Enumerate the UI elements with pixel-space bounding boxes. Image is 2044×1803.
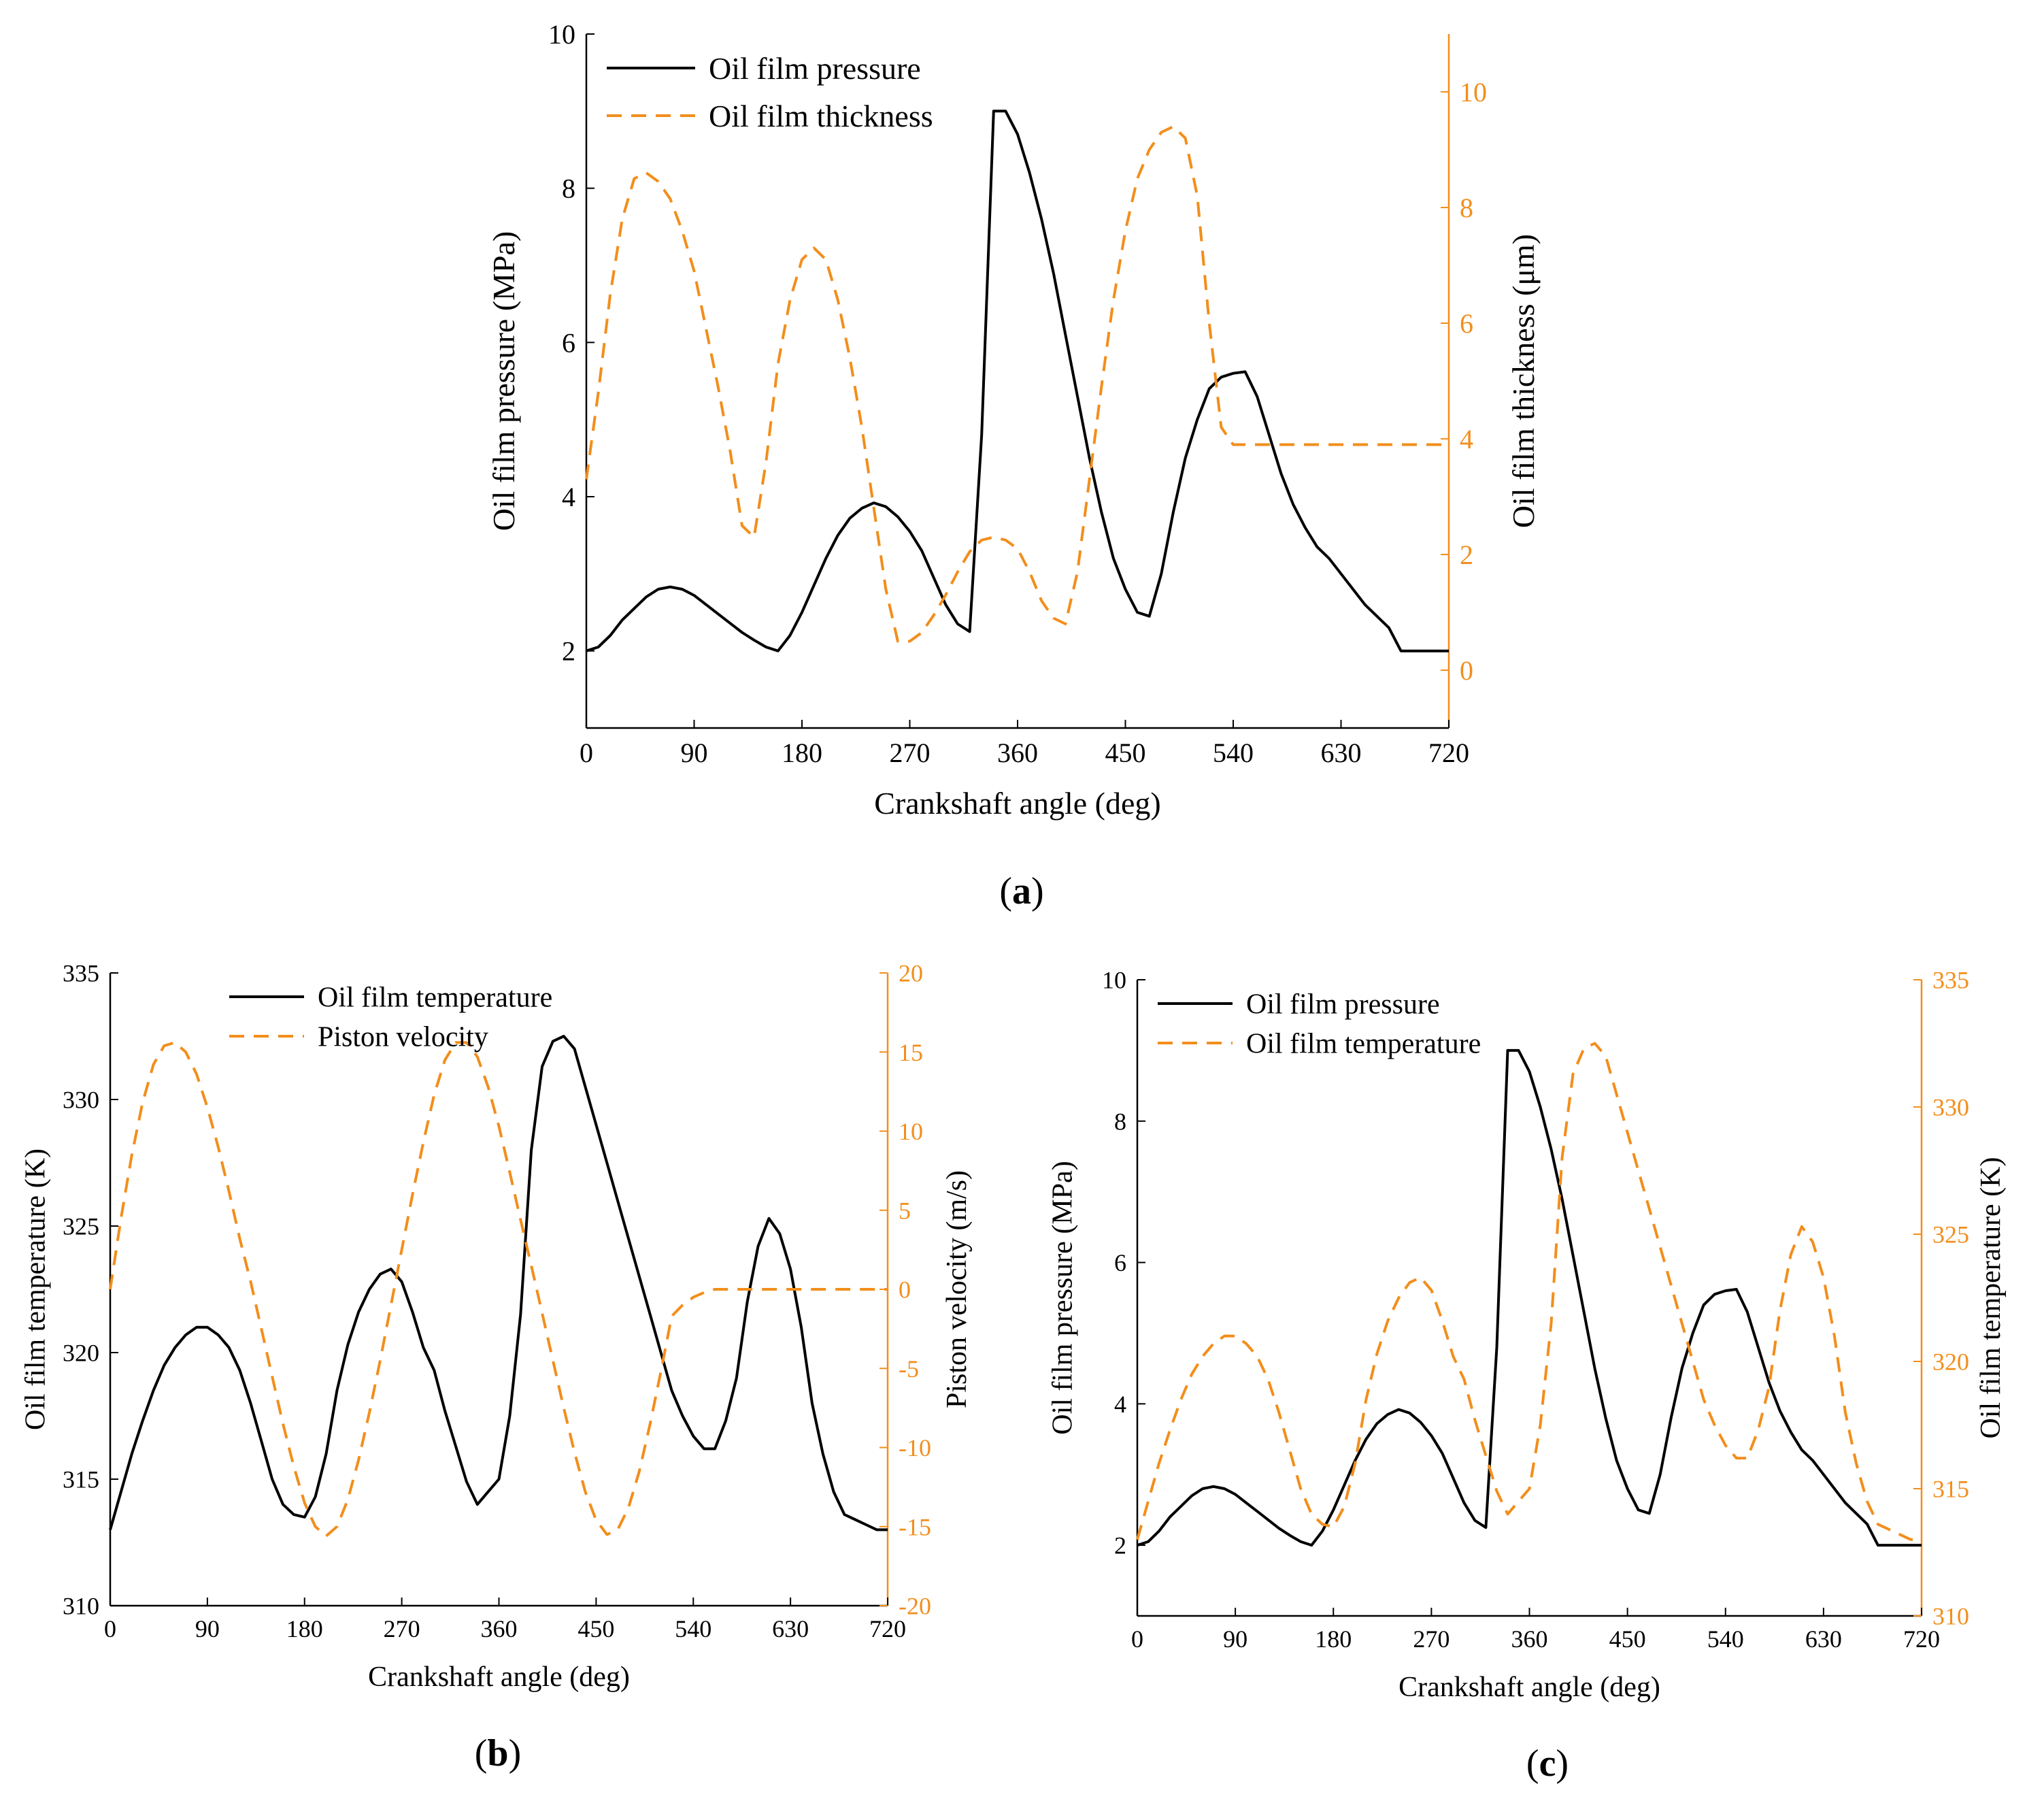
x-tick-label: 630 <box>772 1615 809 1642</box>
y2-tick-label: 10 <box>1460 77 1487 107</box>
y2-tick-label: -15 <box>899 1513 931 1540</box>
y2-tick-label: 320 <box>1932 1349 1969 1376</box>
legend-label: Oil film thickness <box>709 99 933 133</box>
y-tick-label: 2 <box>1114 1532 1126 1559</box>
y2-axis-label: Piston velocity (m/s) <box>941 1170 973 1408</box>
x-tick-label: 0 <box>580 738 593 768</box>
x-tick-label: 450 <box>1105 738 1146 768</box>
y-tick-label: 335 <box>63 960 99 987</box>
x-tick-label: 180 <box>1315 1625 1352 1653</box>
x-tick-label: 540 <box>675 1615 711 1642</box>
y-tick-label: 330 <box>63 1087 99 1114</box>
y2-tick-label: 15 <box>899 1039 923 1066</box>
x-tick-label: 180 <box>782 738 822 768</box>
y2-tick-label: 325 <box>1932 1221 1969 1248</box>
x-tick-label: 270 <box>890 738 931 768</box>
x-tick-label: 630 <box>1805 1625 1842 1653</box>
y-tick-label: 6 <box>1114 1249 1126 1276</box>
y-tick-label: 320 <box>63 1340 99 1367</box>
panel-label: (c) <box>1526 1742 1569 1785</box>
y2-tick-label: 4 <box>1460 424 1473 454</box>
panel-label: (b) <box>475 1732 521 1774</box>
y-tick-label: 8 <box>1114 1108 1126 1135</box>
series-line-primary <box>1137 1048 1922 1547</box>
y2-tick-label: 6 <box>1460 308 1473 339</box>
x-tick-label: 0 <box>104 1615 116 1642</box>
x-tick-label: 720 <box>1428 738 1469 768</box>
x-tick-label: 720 <box>1903 1625 1940 1653</box>
y2-tick-label: 20 <box>899 960 923 987</box>
chart-panel-a: 0 90 180 270 360 450 540 630 720 2 4 6 8 10 0 2 4 6 8 10 Cra… <box>486 19 1541 912</box>
y-tick-label: 4 <box>1114 1391 1126 1418</box>
legend-label: Oil film pressure <box>709 51 921 86</box>
y2-tick-label: -10 <box>899 1434 931 1461</box>
x-tick-label: 450 <box>1609 1625 1646 1653</box>
y-tick-label: 4 <box>562 482 575 512</box>
x-axis-label: Crankshaft angle (deg) <box>1398 1672 1660 1703</box>
y2-axis-label: Oil film temperature (K) <box>1975 1157 2007 1438</box>
series-line-secondary <box>109 1041 888 1538</box>
x-tick-label: 0 <box>1131 1625 1143 1653</box>
y2-tick-label: 330 <box>1932 1094 1969 1121</box>
series-line-primary <box>586 110 1449 652</box>
y-tick-label: 310 <box>63 1593 99 1620</box>
x-tick-label: 360 <box>1511 1625 1548 1653</box>
series-line-primary <box>109 1035 888 1532</box>
y-tick-label: 325 <box>63 1213 99 1240</box>
y2-tick-label: 335 <box>1932 967 1969 994</box>
legend-label: Oil film pressure <box>1246 989 1440 1021</box>
x-tick-label: 360 <box>997 738 1038 768</box>
x-tick-label: 180 <box>286 1615 323 1642</box>
legend-label: Piston velocity <box>318 1022 488 1053</box>
x-tick-label: 360 <box>481 1615 518 1642</box>
legend-label: Oil film temperature <box>318 982 552 1014</box>
y-tick-label: 6 <box>562 327 575 358</box>
x-tick-label: 630 <box>1321 738 1362 768</box>
y2-tick-label: 0 <box>1460 655 1473 686</box>
y-tick-label: 10 <box>1102 967 1126 994</box>
y2-tick-label: 5 <box>899 1197 911 1224</box>
y-axis-label: Oil film pressure (MPa) <box>1048 1161 1079 1434</box>
y2-tick-label: 310 <box>1932 1603 1969 1630</box>
series-line-secondary <box>1136 1042 1922 1541</box>
y2-tick-label: 10 <box>899 1118 923 1145</box>
panel-label: (a) <box>999 870 1043 912</box>
x-tick-label: 270 <box>384 1615 420 1642</box>
x-tick-label: 540 <box>1707 1625 1744 1653</box>
y-tick-label: 10 <box>548 19 575 50</box>
x-tick-label: 540 <box>1213 738 1254 768</box>
y-tick-label: 315 <box>63 1466 99 1493</box>
y-tick-label: 2 <box>562 636 575 667</box>
x-tick-label: 270 <box>1413 1625 1450 1653</box>
series-line-secondary <box>585 125 1449 643</box>
y2-tick-label: 315 <box>1932 1476 1969 1503</box>
y2-tick-label: 2 <box>1460 540 1473 570</box>
x-tick-label: 90 <box>681 738 708 768</box>
x-tick-label: 90 <box>1223 1625 1247 1653</box>
legend-label: Oil film temperature <box>1246 1029 1481 1060</box>
y2-tick-label: 8 <box>1460 193 1473 223</box>
chart-panel-b: 0 90 180 270 360 450 540 630 720 310 315 320 325 330 3… <box>20 960 973 1774</box>
y-axis-label: Oil film temperature (K) <box>20 1148 52 1430</box>
y-tick-label: 8 <box>562 173 575 204</box>
chart-panel-c: 0 90 180 270 360 450 540 630 720 2 4 6 8 10 310 315 320 3… <box>1048 967 2007 1785</box>
x-axis-label: Crankshaft angle (deg) <box>874 786 1161 821</box>
y2-tick-label: -5 <box>899 1355 919 1383</box>
x-tick-label: 450 <box>577 1615 614 1642</box>
x-tick-label: 90 <box>195 1615 220 1642</box>
x-axis-label: Crankshaft angle (deg) <box>368 1661 630 1693</box>
y2-tick-label: 0 <box>899 1276 911 1304</box>
y-axis-label: Oil film pressure (MPa) <box>486 231 521 531</box>
x-tick-label: 720 <box>869 1615 906 1642</box>
y2-axis-label: Oil film thickness (μm) <box>1506 234 1541 528</box>
y2-tick-label: -20 <box>899 1593 931 1620</box>
